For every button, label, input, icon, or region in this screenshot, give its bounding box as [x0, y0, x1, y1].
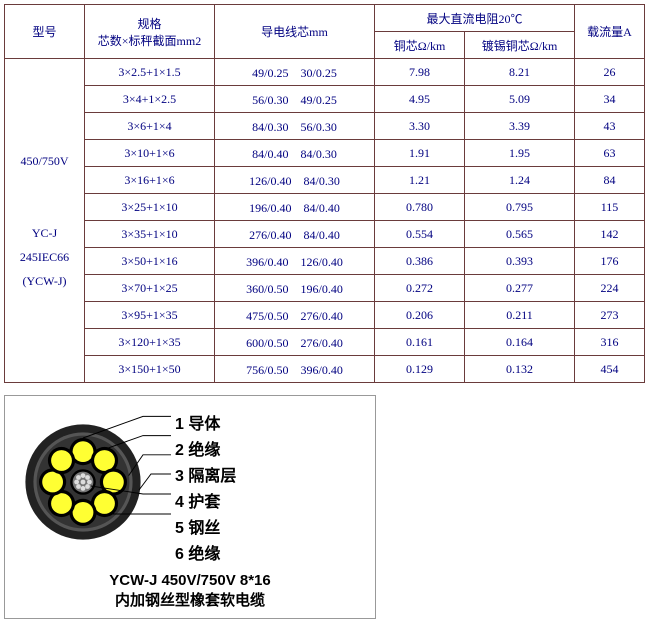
cell-curr: 115: [575, 194, 645, 221]
cell-curr: 43: [575, 113, 645, 140]
spec-table: 型号 规格 芯数×标秤截面mm2 导电线芯mm 最大直流电阻20℃ 载流量A 铜…: [4, 4, 645, 383]
cell-rtin: 8.21: [465, 59, 575, 86]
cell-rcu: 0.129: [375, 356, 465, 383]
cell-rtin: 0.277: [465, 275, 575, 302]
cell-curr: 142: [575, 221, 645, 248]
cell-rcu: 0.780: [375, 194, 465, 221]
cell-curr: 316: [575, 329, 645, 356]
hdr-model: 型号: [5, 5, 85, 59]
diagram-model-line: YCW-J 450V/750V 8*16: [11, 572, 369, 589]
cell-cond: 196/0.40 84/0.40: [215, 194, 375, 221]
cell-cond: 49/0.25 30/0.25: [215, 59, 375, 86]
cell-cond: 56/0.30 49/0.25: [215, 86, 375, 113]
cell-rcu: 0.206: [375, 302, 465, 329]
hdr-resistance: 最大直流电阻20℃: [375, 5, 575, 32]
cell-cond: 396/0.40 126/0.40: [215, 248, 375, 275]
cell-rcu: 3.30: [375, 113, 465, 140]
cell-rtin: 0.211: [465, 302, 575, 329]
legend-item: 6 绝缘: [175, 540, 220, 564]
cell-curr: 224: [575, 275, 645, 302]
legend-item: 2 绝缘: [175, 436, 220, 460]
cell-spec: 3×50+1×16: [85, 248, 215, 275]
model-cell: 450/750VYC-J245IEC66(YCW-J): [5, 59, 85, 383]
cell-cond: 84/0.30 56/0.30: [215, 113, 375, 140]
cell-rtin: 1.95: [465, 140, 575, 167]
cell-rcu: 7.98: [375, 59, 465, 86]
cell-spec: 3×6+1×4: [85, 113, 215, 140]
cell-curr: 26: [575, 59, 645, 86]
cell-cond: 126/0.40 84/0.30: [215, 167, 375, 194]
cell-spec: 3×35+1×10: [85, 221, 215, 248]
legend-item: 4 护套: [175, 488, 220, 512]
cell-spec: 3×25+1×10: [85, 194, 215, 221]
cell-rtin: 0.565: [465, 221, 575, 248]
cell-rtin: 5.09: [465, 86, 575, 113]
cell-spec: 3×120+1×35: [85, 329, 215, 356]
cell-cond: 600/0.50 276/0.40: [215, 329, 375, 356]
cell-spec: 3×16+1×6: [85, 167, 215, 194]
cell-rtin: 3.39: [465, 113, 575, 140]
cell-cond: 84/0.40 84/0.30: [215, 140, 375, 167]
cell-cond: 756/0.50 396/0.40: [215, 356, 375, 383]
cell-spec: 3×2.5+1×1.5: [85, 59, 215, 86]
cell-rcu: 0.554: [375, 221, 465, 248]
cell-rcu: 0.161: [375, 329, 465, 356]
cell-rtin: 0.795: [465, 194, 575, 221]
hdr-current: 载流量A: [575, 5, 645, 59]
cell-curr: 63: [575, 140, 645, 167]
cell-rcu: 1.21: [375, 167, 465, 194]
cell-spec: 3×10+1×6: [85, 140, 215, 167]
cell-rcu: 0.272: [375, 275, 465, 302]
cell-curr: 84: [575, 167, 645, 194]
cell-spec: 3×70+1×25: [85, 275, 215, 302]
cell-curr: 176: [575, 248, 645, 275]
cell-rcu: 0.386: [375, 248, 465, 275]
cell-curr: 34: [575, 86, 645, 113]
hdr-rtin: 镀锡铜芯Ω/km: [465, 32, 575, 59]
legend: 1 导体 2 绝缘 3 隔离层 4 护套 5 钢丝 6 绝缘: [171, 402, 236, 566]
cell-curr: 273: [575, 302, 645, 329]
cell-spec: 3×95+1×35: [85, 302, 215, 329]
legend-item: 3 隔离层: [175, 462, 236, 486]
cell-rtin: 0.164: [465, 329, 575, 356]
legend-item: 1 导体: [175, 410, 220, 434]
legend-item: 5 钢丝: [175, 514, 220, 538]
cable-diagram: 1 导体 2 绝缘 3 隔离层 4 护套 5 钢丝 6 绝缘 YCW-J 450…: [4, 395, 376, 619]
cell-rtin: 1.24: [465, 167, 575, 194]
cell-rtin: 0.132: [465, 356, 575, 383]
diagram-desc-line: 内加钢丝型橡套软电缆: [11, 589, 369, 610]
cell-spec: 3×4+1×2.5: [85, 86, 215, 113]
cell-cond: 475/0.50 276/0.40: [215, 302, 375, 329]
cell-rcu: 4.95: [375, 86, 465, 113]
hdr-spec: 规格 芯数×标秤截面mm2: [85, 5, 215, 59]
cell-rtin: 0.393: [465, 248, 575, 275]
cell-rcu: 1.91: [375, 140, 465, 167]
hdr-rcu: 铜芯Ω/km: [375, 32, 465, 59]
cell-cond: 360/0.50 196/0.40: [215, 275, 375, 302]
cell-cond: 276/0.40 84/0.40: [215, 221, 375, 248]
cell-curr: 454: [575, 356, 645, 383]
cable-cross-section: [11, 402, 171, 562]
cell-spec: 3×150+1×50: [85, 356, 215, 383]
hdr-conductor: 导电线芯mm: [215, 5, 375, 59]
